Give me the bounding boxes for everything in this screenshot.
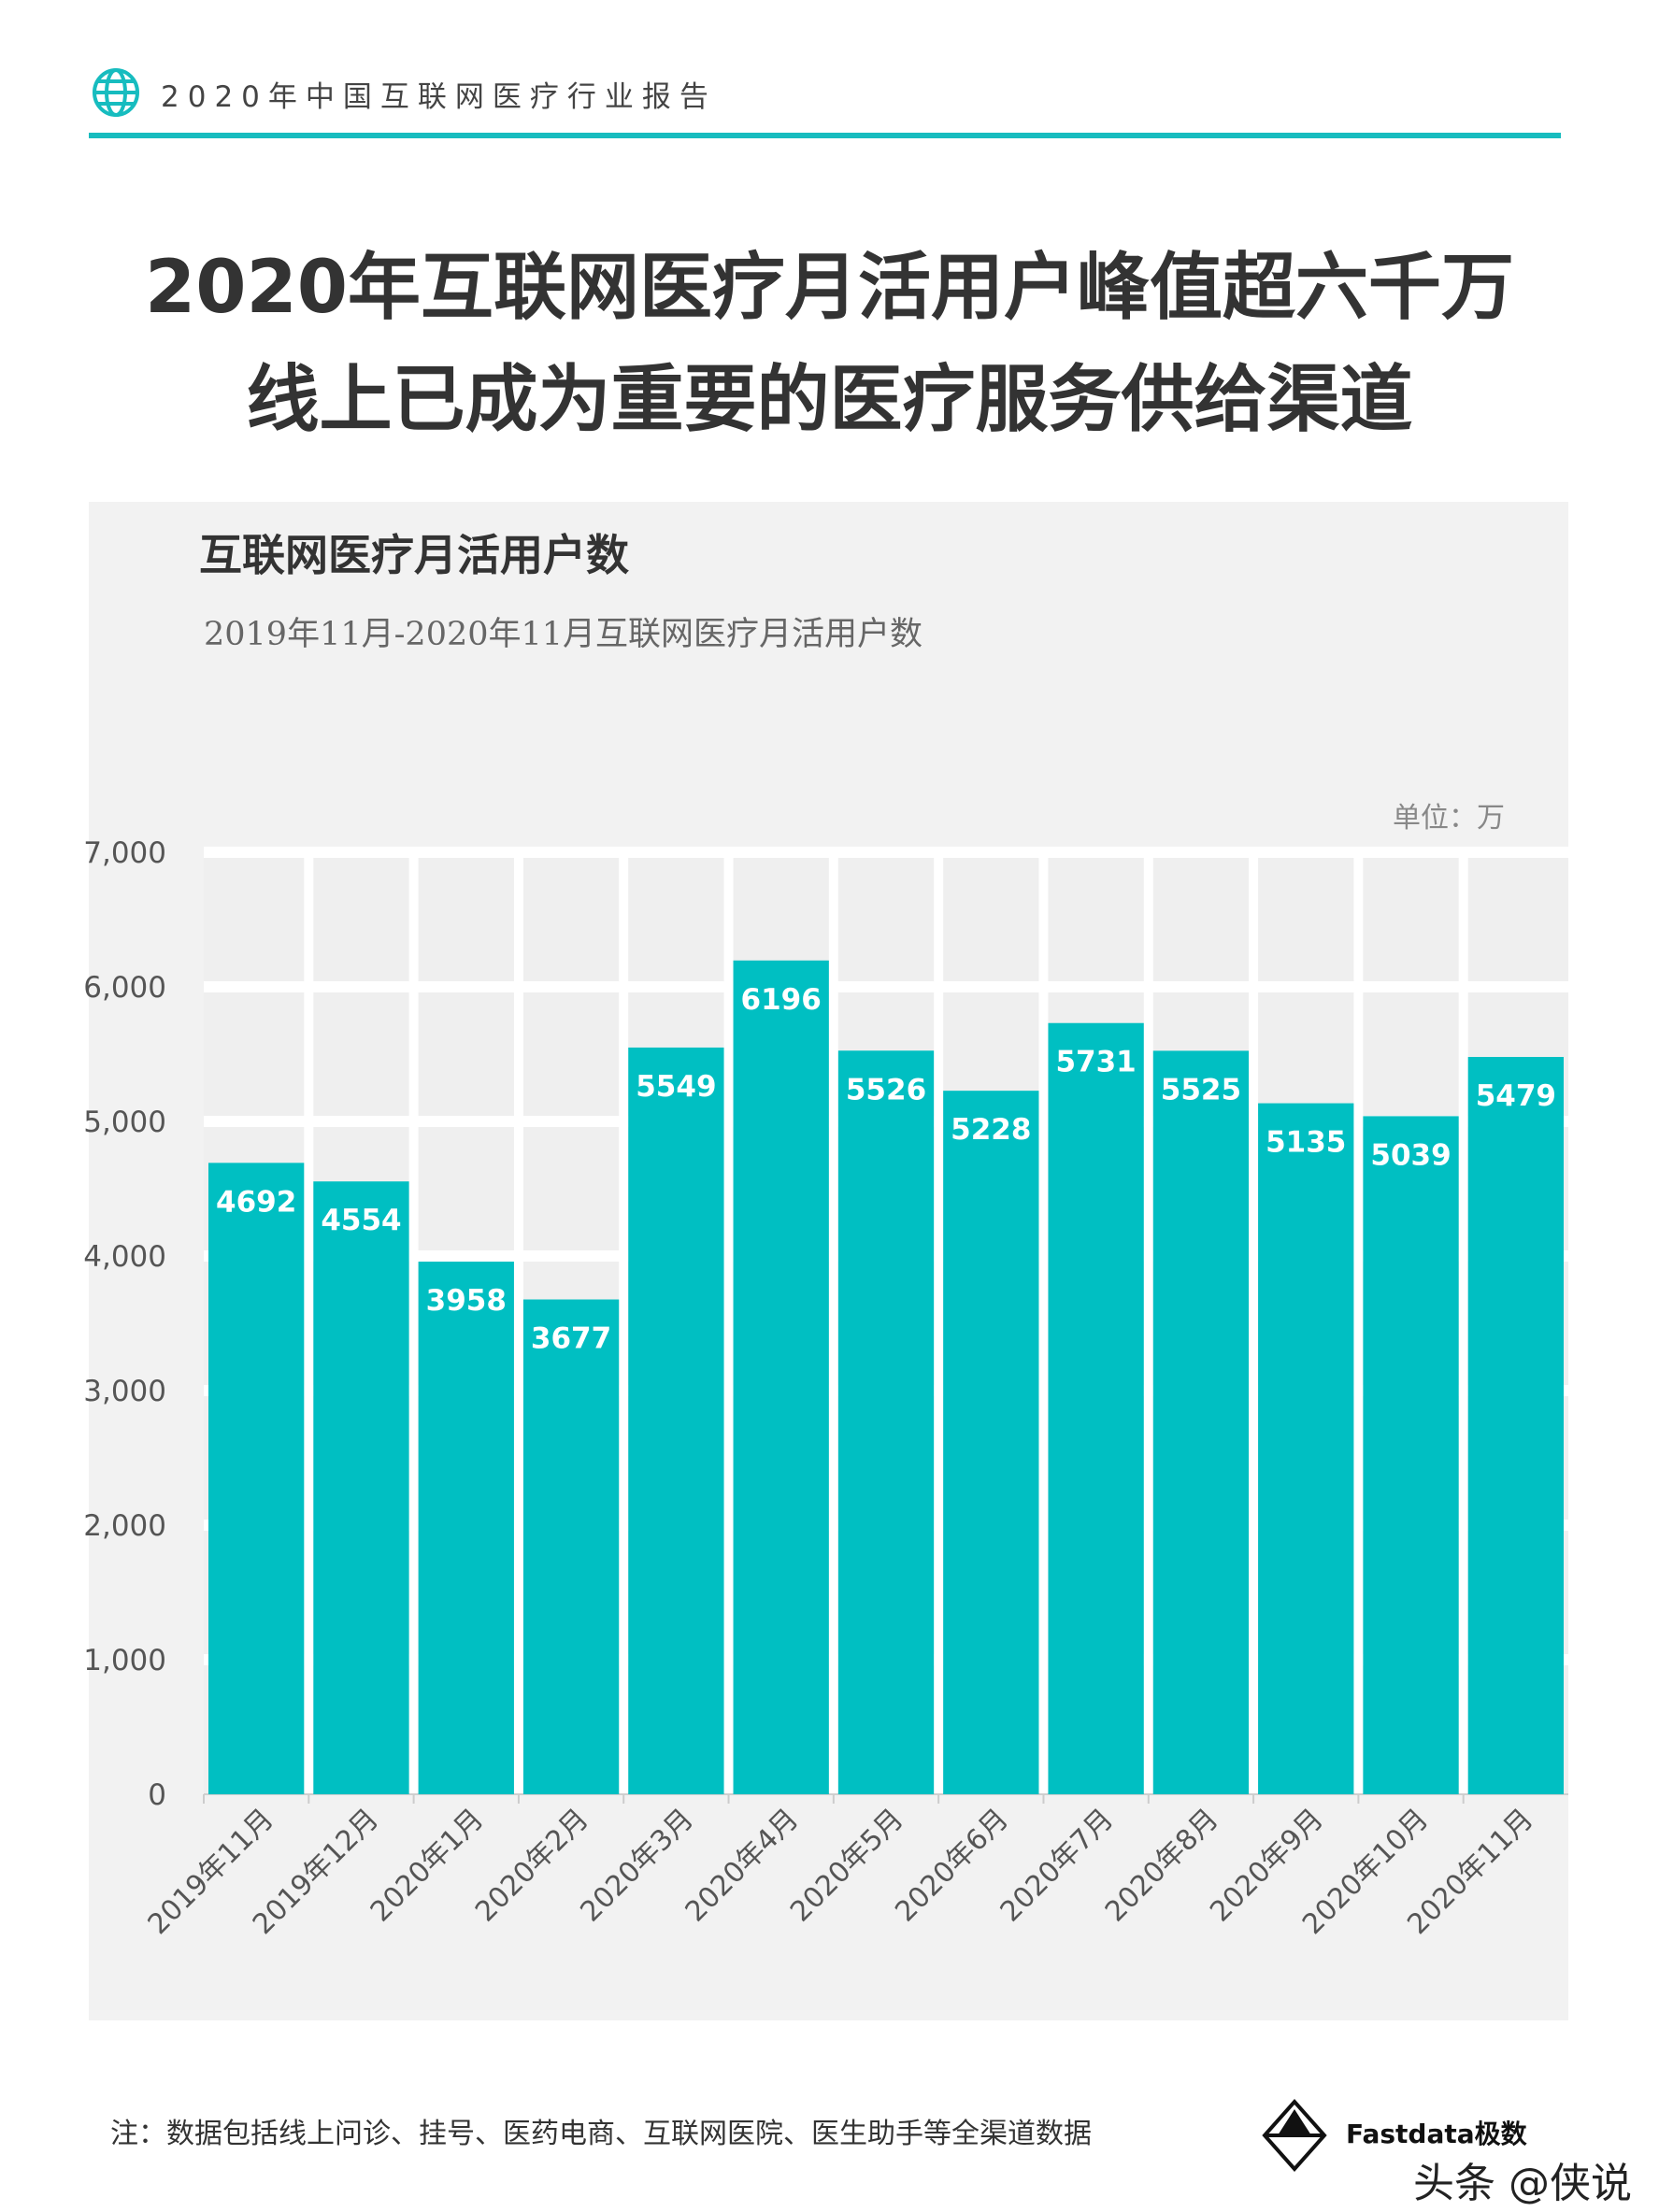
data-label: 3958 <box>426 1284 507 1318</box>
bar <box>418 1262 514 1794</box>
bar <box>208 1163 305 1794</box>
data-label: 3677 <box>531 1322 611 1356</box>
headline-line-1: 2020年互联网医疗月活用户峰值超六千万 <box>144 246 1515 330</box>
data-label: 5479 <box>1476 1079 1556 1113</box>
unit-label: 单位：万 <box>1393 802 1505 835</box>
bar <box>313 1181 409 1794</box>
x-tick-label: 2020年3月 <box>574 1803 700 1929</box>
x-tick-label: 2020年5月 <box>784 1803 910 1929</box>
bar <box>943 1091 1039 1794</box>
data-label: 5135 <box>1266 1126 1346 1160</box>
y-tick-label: 0 <box>148 1778 166 1812</box>
bar <box>1152 1050 1250 1794</box>
header-divider <box>89 133 1561 138</box>
y-tick-label: 6,000 <box>83 971 166 1005</box>
watermark: 头条 @侠说 <box>1413 2160 1632 2207</box>
chart-title: 互联网医疗月活用户数 <box>199 530 629 580</box>
fastdata-logo-icon <box>1262 2098 1327 2173</box>
x-tick-label: 2020年6月 <box>889 1803 1015 1929</box>
bar <box>1363 1116 1459 1794</box>
bar <box>522 1299 620 1794</box>
y-tick-label: 3,000 <box>83 1375 166 1408</box>
data-label: 5526 <box>846 1073 926 1106</box>
data-label: 4692 <box>216 1185 296 1219</box>
bar <box>837 1050 935 1794</box>
data-label: 5039 <box>1370 1138 1451 1172</box>
data-label: 4554 <box>321 1204 401 1237</box>
x-tick-label: 2020年2月 <box>469 1803 595 1929</box>
bar <box>1048 1022 1144 1794</box>
x-tick-label: 2020年7月 <box>994 1803 1121 1929</box>
headline-line-2: 线上已成为重要的医疗服务供给渠道 <box>246 358 1413 442</box>
chart-subtitle: 2019年11月-2020年11月互联网医疗月活用户数 <box>204 616 923 653</box>
y-tick-label: 7,000 <box>83 836 166 870</box>
bar <box>1258 1103 1354 1794</box>
data-label: 5549 <box>636 1070 716 1104</box>
report-title: 2020年中国互联网医疗行业报告 <box>161 80 717 114</box>
y-tick-label: 1,000 <box>83 1644 166 1677</box>
data-label: 5525 <box>1161 1073 1241 1106</box>
x-tick-label: 2020年1月 <box>365 1803 491 1929</box>
data-label: 5731 <box>1055 1046 1136 1079</box>
footnote: 注：数据包括线上问诊、挂号、医药电商、互联网医院、医生助手等全渠道数据 <box>110 2118 1092 2150</box>
y-tick-label: 5,000 <box>83 1106 166 1139</box>
bar <box>1467 1057 1564 1794</box>
bar-chart: 0 1,000 2,000 3,000 4,000 5,000 6,000 7,000 4692… <box>83 836 1568 1941</box>
x-tick-label: 2020年4月 <box>679 1803 806 1929</box>
y-tick-label: 2,000 <box>83 1509 166 1543</box>
x-tick-label: 2020年8月 <box>1099 1803 1225 1929</box>
y-tick-label: 4,000 <box>83 1240 166 1274</box>
globe-icon <box>93 68 139 117</box>
logo-text: Fastdata极数 <box>1346 2119 1527 2149</box>
bar <box>628 1047 724 1794</box>
data-label: 6196 <box>741 983 822 1017</box>
data-label: 5228 <box>951 1113 1031 1147</box>
bar <box>733 960 829 1794</box>
